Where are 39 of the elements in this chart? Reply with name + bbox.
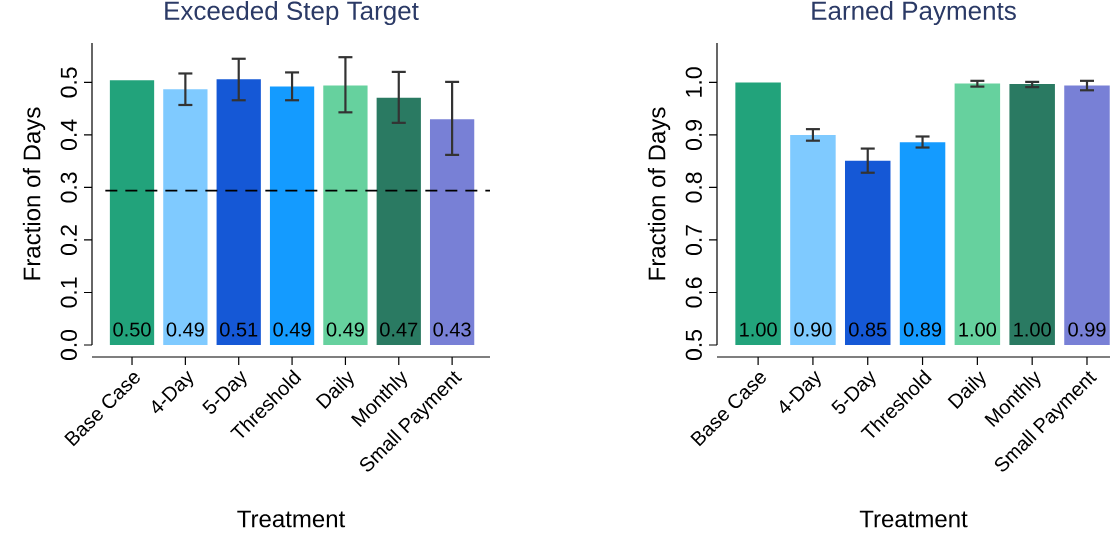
y-axis-title: Fraction of Days <box>647 107 671 280</box>
data-label: 0.90 <box>794 322 832 337</box>
data-label: 1.00 <box>740 322 777 337</box>
bar <box>323 85 368 345</box>
data-label: 0.49 <box>166 322 204 337</box>
x-axis-title: Treatment <box>859 510 968 528</box>
bar <box>429 119 475 345</box>
data-label: 0.49 <box>326 322 364 337</box>
chart-title: Earned Payments <box>812 0 1016 26</box>
data-label: 0.51 <box>220 322 258 337</box>
chart-title: Exceeded Step Target <box>165 0 419 26</box>
y-axis-title: Fraction of Days <box>22 107 46 280</box>
y-tick-label: 0.8 <box>685 172 702 203</box>
y-tick-label: 0.2 <box>60 225 77 256</box>
bar <box>109 80 155 345</box>
y-tick-label: 0.9 <box>685 120 702 150</box>
y-tick-label: 0.5 <box>60 67 77 98</box>
data-label: 1.00 <box>1014 322 1051 337</box>
data-label: 0.89 <box>903 322 942 337</box>
bar <box>269 86 315 345</box>
y-tick-label: 0.4 <box>60 119 77 150</box>
data-label: 0.47 <box>380 322 418 337</box>
y-tick-label: 0.3 <box>60 172 77 203</box>
y-tick-label: 0.1 <box>60 277 77 308</box>
data-label: 0.50 <box>113 322 151 337</box>
y-tick-label: 1.0 <box>685 67 702 97</box>
y-tick-label: 0.7 <box>685 225 702 256</box>
bar <box>376 97 421 345</box>
data-label: 0.99 <box>1068 322 1106 337</box>
y-tick-label: 0.5 <box>685 329 702 361</box>
y-tick-label: 0.6 <box>685 277 702 308</box>
data-label: 0.49 <box>273 322 311 337</box>
bar <box>216 79 261 345</box>
bar <box>163 89 208 345</box>
data-label: 1.00 <box>959 322 997 337</box>
data-label: 0.85 <box>849 322 887 337</box>
y-tick-label: 0.0 <box>60 329 77 361</box>
x-axis-title: Treatment <box>237 510 346 528</box>
data-label: 0.43 <box>433 322 471 337</box>
